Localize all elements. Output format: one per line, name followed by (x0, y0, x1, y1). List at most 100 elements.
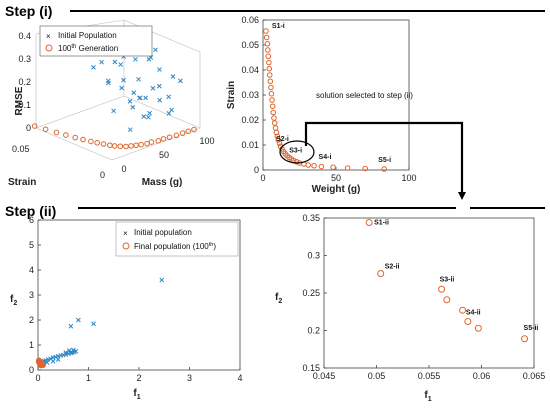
z-tick: 0.3 (18, 54, 31, 64)
y-tick-label: 5 (29, 240, 34, 250)
circle-marker (42, 126, 49, 133)
circle-marker (166, 134, 173, 141)
panel-b-points (263, 28, 387, 172)
panel-a-ylabel: Strain (8, 177, 36, 188)
cross-marker (146, 56, 152, 62)
z-tick: 0 (26, 123, 31, 133)
panel-a-zlabel: RMSE (14, 86, 25, 115)
circle-marker (474, 324, 482, 332)
circle-marker (263, 28, 269, 34)
circle-marker (185, 128, 192, 135)
x-tick-label: 2 (136, 373, 141, 383)
cross-marker (127, 127, 133, 133)
cross-marker (63, 350, 69, 355)
circle-marker (273, 129, 280, 136)
cross-marker (146, 114, 151, 120)
panel-b-xlabel: Weight (g) (312, 184, 361, 195)
y-tick-label: 1 (29, 340, 34, 350)
circle-marker (53, 129, 60, 136)
circle-marker (274, 133, 281, 140)
x-tick-label: 4 (237, 373, 242, 383)
circle-marker (63, 132, 69, 138)
circle-marker (179, 130, 186, 136)
circle-marker (362, 165, 369, 172)
mass-tick: 0 (121, 164, 126, 174)
circle-marker (464, 318, 472, 325)
cross-marker (121, 77, 126, 83)
cross-marker (45, 357, 51, 362)
cross-marker (169, 107, 174, 113)
y-tick-label: 0.06 (241, 15, 259, 25)
circle-marker (269, 103, 276, 110)
panel-c-xlabel: f1 (133, 388, 140, 401)
x-tick-label: 0.055 (418, 371, 441, 381)
circle-marker (72, 134, 78, 141)
cross-marker (141, 114, 147, 119)
panel-a-legend: × Initial Population 100th Generation (39, 25, 153, 57)
cross-marker (112, 59, 118, 65)
y-tick-label: 4 (29, 265, 34, 275)
circle-marker (344, 165, 351, 171)
y-tick-label: 0.35 (302, 213, 320, 223)
legend-initial-label: Initial population (134, 228, 192, 237)
circle-marker (155, 138, 162, 144)
legend-generation-label: 100th Generation (58, 44, 118, 53)
cross-marker (127, 99, 133, 104)
circle-marker (268, 90, 275, 97)
cross-marker (159, 277, 165, 283)
cross-marker (111, 108, 116, 114)
circle-marker (265, 47, 271, 53)
circle-marker (133, 142, 139, 149)
x-tick-label: 0 (35, 373, 40, 383)
y-tick-label: 2 (29, 315, 34, 325)
circle-marker (272, 125, 279, 131)
circle-marker (265, 53, 272, 60)
circle-marker (160, 136, 167, 142)
cross-marker (118, 62, 123, 67)
solution-callout: S4-i (319, 154, 332, 161)
circle-marker (173, 132, 180, 139)
cross-marker (105, 78, 111, 84)
solution-callout: S3-i (289, 148, 302, 155)
x-tick-label: 100 (401, 173, 416, 183)
panel-a-mass-ticks: 0 50 100 (121, 136, 214, 174)
cross-marker (68, 323, 74, 329)
solution-callout: S5-i (378, 157, 391, 164)
x-tick-label: 50 (331, 173, 341, 183)
panel-a-z-ticks: 0 0.1 0.2 0.3 0.4 (18, 31, 31, 133)
circle-marker (276, 140, 283, 147)
cross-marker (147, 110, 152, 116)
cross-marker (76, 317, 81, 323)
circle-marker (377, 270, 385, 277)
cross-marker (50, 355, 56, 360)
mass-tick: 100 (199, 136, 214, 146)
panel-b-callouts: S1-i S2-iS3-i S4-i S5-i (272, 23, 391, 164)
panel-d-ticks: 0.045 0.05 0.055 0.06 0.065 0.15 0.2 0.25 0.3 0.3… (302, 213, 545, 381)
legend-cross-icon: × (46, 32, 51, 41)
circle-marker (264, 40, 271, 47)
y-tick-label: 6 (29, 215, 34, 225)
panel-c-legend: × Initial population Final population (1… (115, 221, 239, 257)
panel-a-3d-scatter: 0 0.1 0.2 0.3 0.4 RMSE 0 50 100 Mass (g)… (8, 19, 215, 188)
circle-marker (271, 115, 277, 121)
solution-callout: S3-ii (440, 276, 455, 283)
y-tick-label: 3 (29, 290, 34, 300)
cross-marker (50, 358, 56, 364)
cross-marker (91, 64, 96, 70)
circle-marker (266, 72, 273, 78)
circle-marker (40, 362, 47, 368)
circle-marker (330, 164, 336, 171)
panel-b-scatter: 0 50 100 0 0.01 0.02 0.03 0.04 0.05 0.06 S1-i S2-i… (226, 15, 417, 195)
circle-marker (365, 219, 373, 226)
x-tick-label: 0.065 (523, 371, 546, 381)
strain-tick: 0.05 (12, 144, 30, 154)
circle-marker (88, 138, 94, 145)
x-tick-label: 3 (187, 373, 192, 383)
circle-marker (263, 34, 270, 41)
panel-d-callouts: S1-ii S2-ii S3-ii S4-ii S5-ii (374, 220, 538, 332)
cross-marker (99, 59, 104, 65)
step-i-label: Step (i) (5, 3, 52, 19)
x-tick-label: 0.045 (313, 371, 336, 381)
circle-marker (266, 59, 272, 66)
